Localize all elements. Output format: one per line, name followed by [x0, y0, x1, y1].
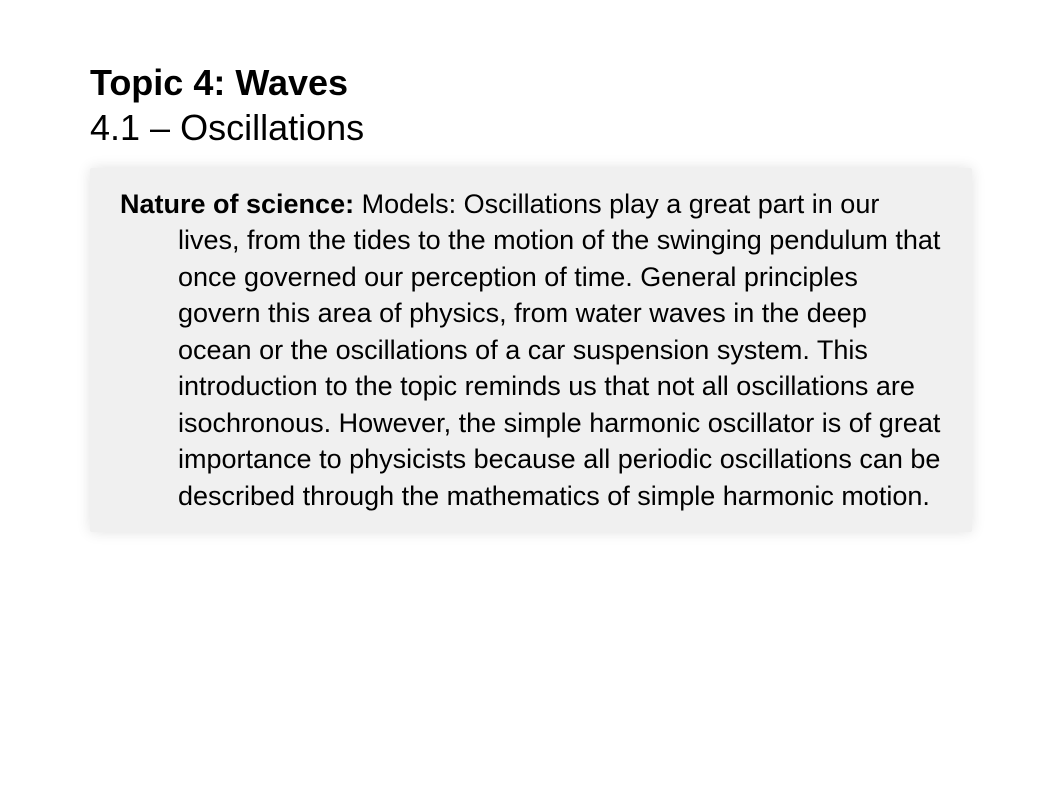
slide-container: Topic 4: Waves 4.1 – Oscillations Nature…	[0, 0, 1062, 572]
section-subtitle: 4.1 – Oscillations	[90, 105, 972, 150]
body-paragraph: Nature of science: Models: Oscillations …	[120, 186, 942, 514]
lead-label: Nature of science:	[120, 189, 354, 219]
topic-title: Topic 4: Waves	[90, 60, 972, 105]
content-box: Nature of science: Models: Oscillations …	[90, 168, 972, 532]
body-content: Models: Oscillations play a great part i…	[178, 189, 940, 511]
title-block: Topic 4: Waves 4.1 – Oscillations	[90, 60, 972, 150]
